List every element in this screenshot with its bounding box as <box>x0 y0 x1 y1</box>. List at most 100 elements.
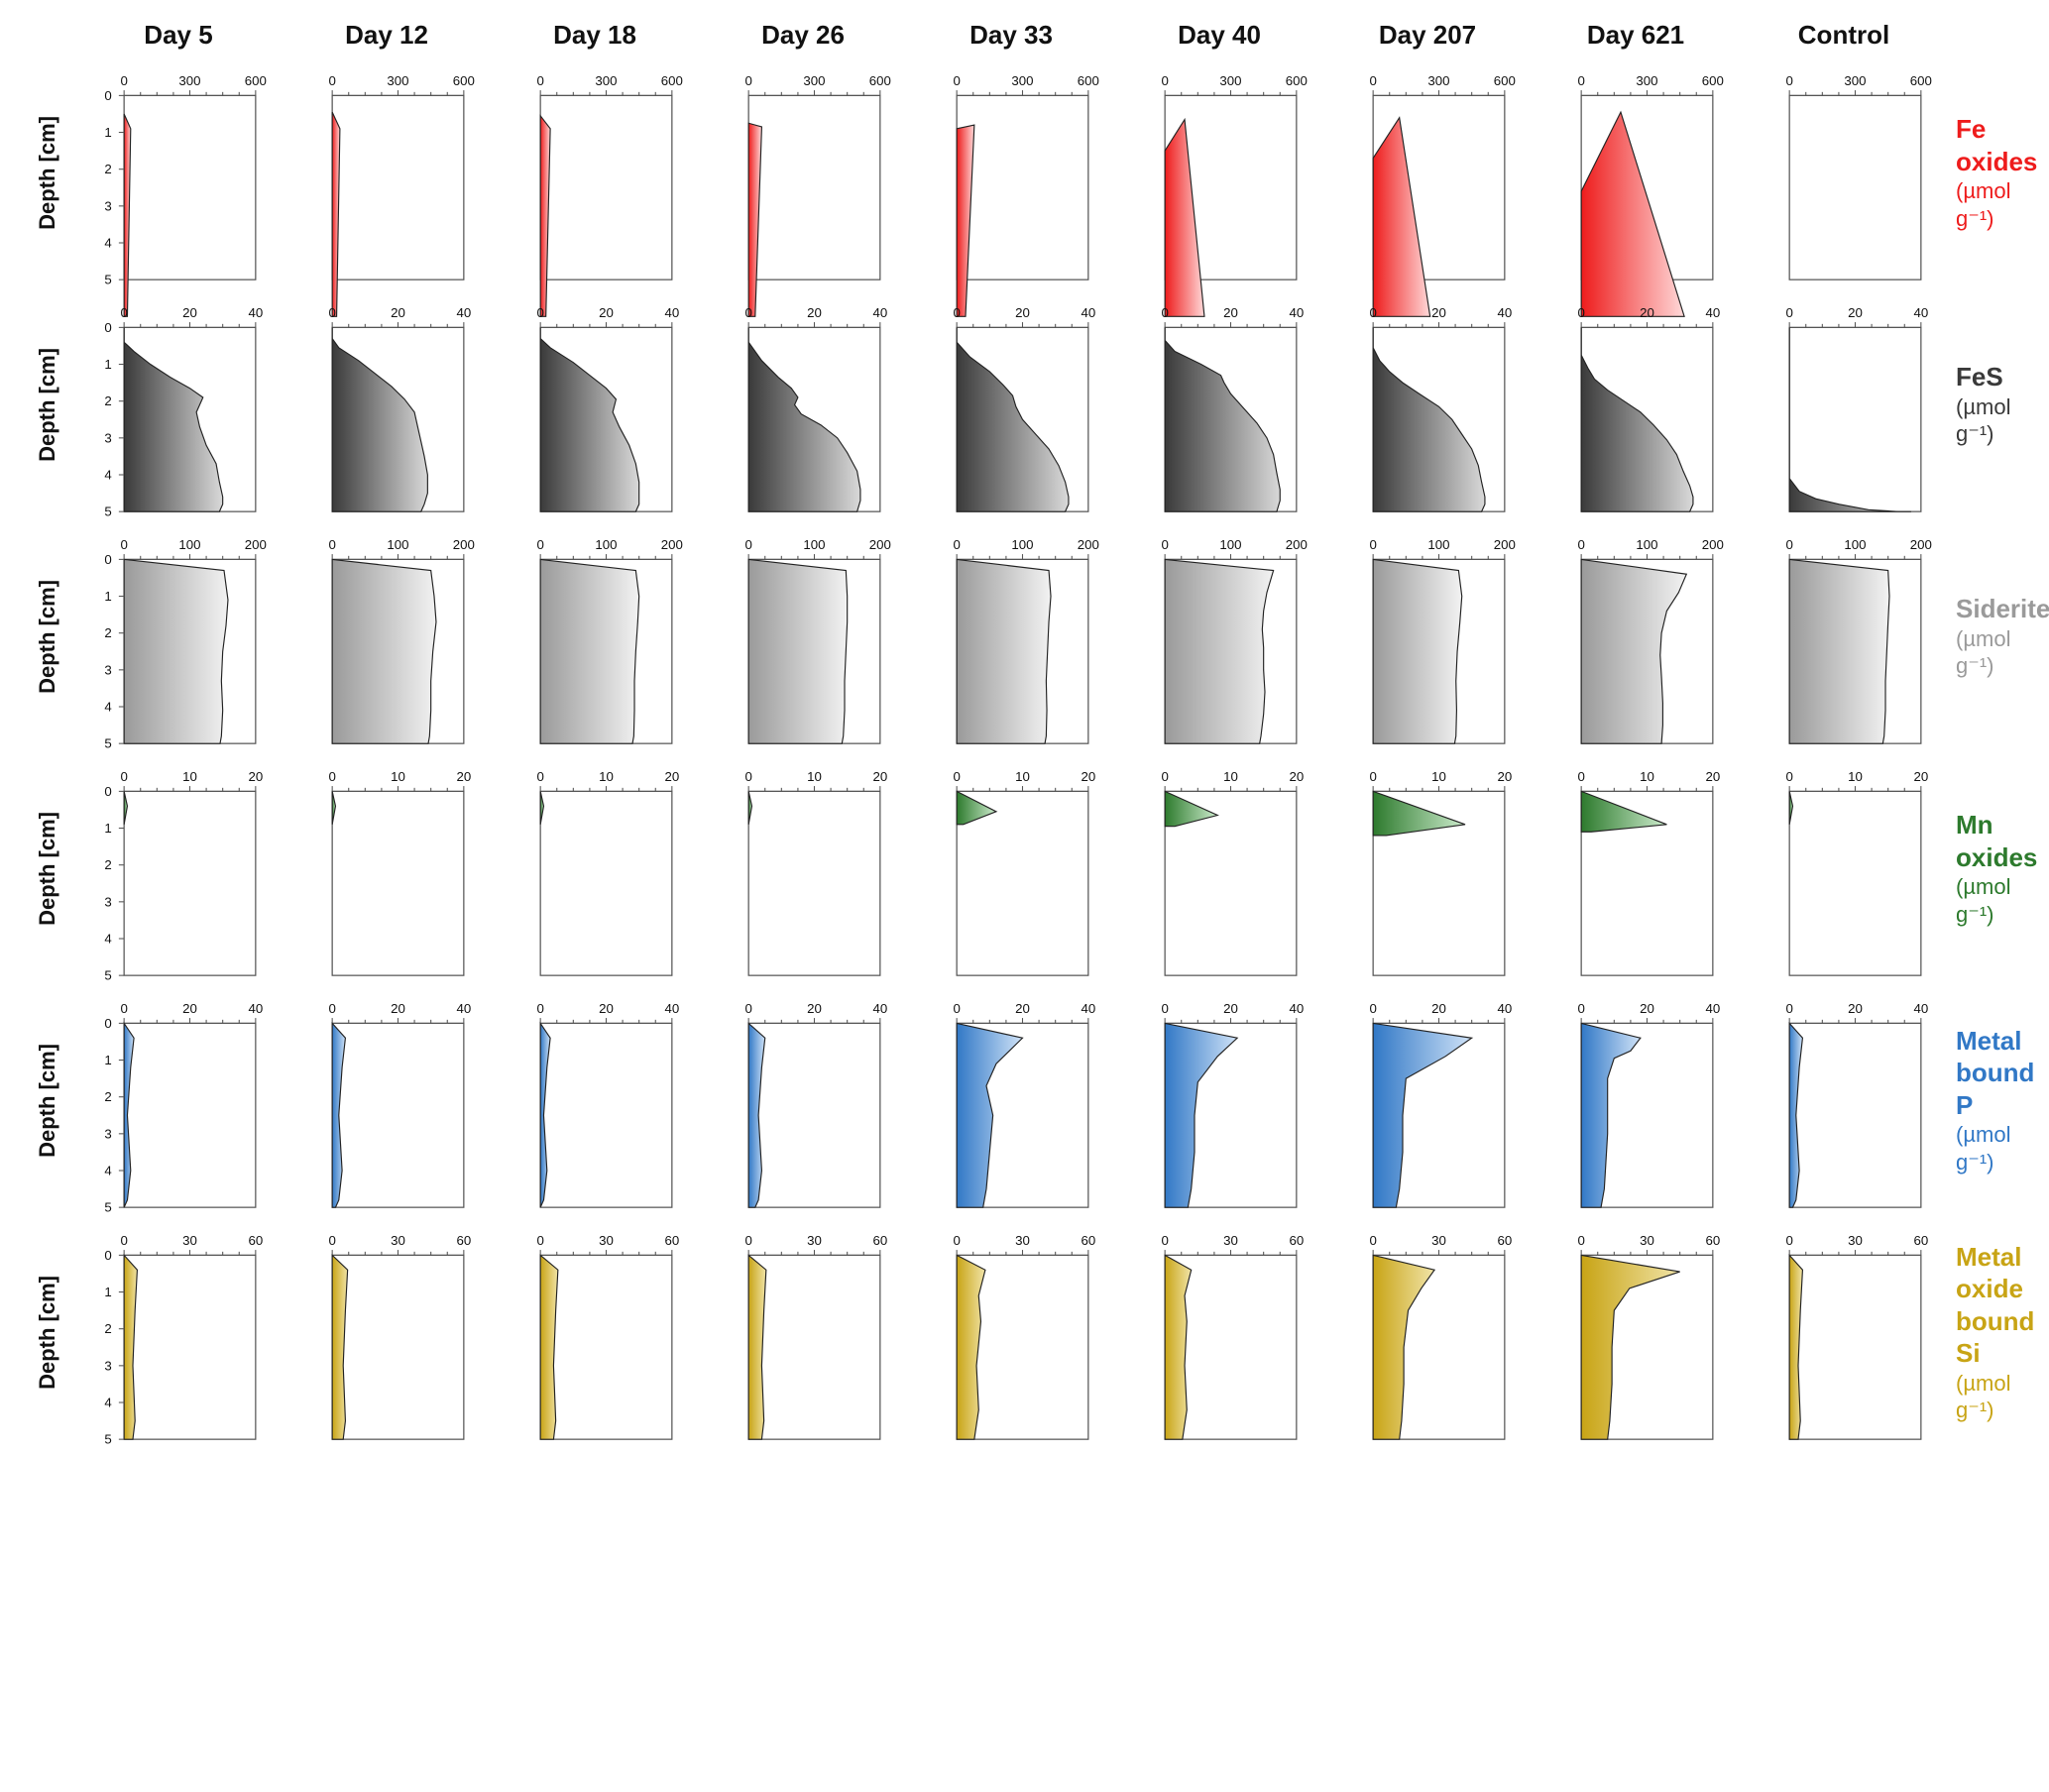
panel-fe-oxides-day-40: 0 300 600 <box>1115 56 1323 288</box>
svg-text:0: 0 <box>1577 537 1584 552</box>
panel-siderite-control: 0 100 200 <box>1740 520 1948 752</box>
svg-text:20: 20 <box>1431 305 1446 320</box>
svg-text:300: 300 <box>387 73 408 88</box>
panel-mn-oxides-day-33: 0 10 20 <box>907 752 1115 984</box>
svg-text:30: 30 <box>1640 1233 1654 1248</box>
svg-text:3: 3 <box>104 1126 111 1141</box>
svg-text:60: 60 <box>1081 1233 1095 1248</box>
panel-fes-day-33: 0 20 40 <box>907 288 1115 520</box>
svg-text:300: 300 <box>1427 73 1449 88</box>
panel-metal-oxide-bound-si-day-33: 0 30 60 <box>907 1216 1115 1448</box>
svg-text:0: 0 <box>104 320 111 335</box>
svg-text:60: 60 <box>664 1233 679 1248</box>
panel-fes-day-18: 0 20 40 <box>491 288 699 520</box>
svg-text:0: 0 <box>104 1016 111 1031</box>
svg-text:0: 0 <box>328 1233 335 1248</box>
svg-text:4: 4 <box>104 931 111 946</box>
panel-fe-oxides-control: 0 300 600 <box>1740 56 1948 288</box>
svg-text:2: 2 <box>104 393 111 408</box>
svg-text:1: 1 <box>104 125 111 140</box>
svg-text:0: 0 <box>120 1001 127 1016</box>
panel-siderite-day-12: 0 100 200 <box>283 520 491 752</box>
svg-text:2: 2 <box>104 1089 111 1104</box>
col-header-4: Day 33 <box>907 20 1115 56</box>
svg-text:600: 600 <box>453 73 475 88</box>
panel-siderite-day-26: 0 100 200 <box>699 520 907 752</box>
panel-siderite-day-33: 0 100 200 <box>907 520 1115 752</box>
svg-text:2: 2 <box>104 857 111 872</box>
svg-text:0: 0 <box>1369 73 1376 88</box>
svg-text:5: 5 <box>104 736 111 751</box>
svg-text:0: 0 <box>1785 537 1792 552</box>
svg-text:40: 40 <box>248 1001 263 1016</box>
svg-text:0: 0 <box>953 305 960 320</box>
svg-text:0: 0 <box>953 1233 960 1248</box>
svg-text:0: 0 <box>1161 769 1168 784</box>
svg-text:30: 30 <box>807 1233 822 1248</box>
svg-text:20: 20 <box>1223 305 1238 320</box>
svg-text:30: 30 <box>182 1233 197 1248</box>
row-label-metal-bound-p: Metal bound P (µmol g⁻¹) <box>1948 984 2034 1216</box>
panel-fe-oxides-day-12: 0 300 600 <box>283 56 491 288</box>
svg-text:0: 0 <box>120 769 127 784</box>
svg-text:40: 40 <box>1497 1001 1512 1016</box>
svg-text:10: 10 <box>182 769 197 784</box>
svg-text:100: 100 <box>1636 537 1657 552</box>
svg-text:200: 200 <box>1702 537 1724 552</box>
svg-text:3: 3 <box>104 198 111 213</box>
svg-text:40: 40 <box>872 305 887 320</box>
svg-text:20: 20 <box>1640 1001 1654 1016</box>
y-axis-label-4: Depth [cm] <box>20 984 74 1216</box>
svg-text:5: 5 <box>104 273 111 287</box>
svg-text:0: 0 <box>536 537 543 552</box>
svg-text:0: 0 <box>536 769 543 784</box>
panel-fe-oxides-day-33: 0 300 600 <box>907 56 1115 288</box>
depth-profile-grid: Day 5 Day 12 Day 18 Day 26 Day 33 Day 40… <box>20 20 2029 1448</box>
svg-text:100: 100 <box>178 537 200 552</box>
svg-text:20: 20 <box>391 1001 405 1016</box>
svg-text:300: 300 <box>1636 73 1657 88</box>
panel-fe-oxides-day-207: 0 300 600 <box>1323 56 1532 288</box>
svg-text:0: 0 <box>1369 537 1376 552</box>
svg-text:200: 200 <box>453 537 475 552</box>
svg-text:4: 4 <box>104 1163 111 1177</box>
svg-text:20: 20 <box>1848 1001 1863 1016</box>
svg-text:0: 0 <box>744 769 751 784</box>
col-header-8: Control <box>1740 20 1948 56</box>
panel-metal-oxide-bound-si-control: 0 30 60 <box>1740 1216 1948 1448</box>
svg-text:10: 10 <box>1848 769 1863 784</box>
panel-fes-control: 0 20 40 <box>1740 288 1948 520</box>
svg-text:1: 1 <box>104 821 111 836</box>
svg-text:200: 200 <box>1078 537 1099 552</box>
svg-text:0: 0 <box>744 537 751 552</box>
svg-text:20: 20 <box>872 769 887 784</box>
row-label-metal-oxide-bound-si: Metal oxide bound Si (µmol g⁻¹) <box>1948 1216 2034 1448</box>
svg-text:20: 20 <box>456 769 471 784</box>
panel-mn-oxides-day-12: 0 10 20 <box>283 752 491 984</box>
svg-text:0: 0 <box>328 537 335 552</box>
svg-text:1: 1 <box>104 1053 111 1067</box>
svg-text:20: 20 <box>1289 769 1304 784</box>
y-axis-label-5: Depth [cm] <box>20 1216 74 1448</box>
svg-text:100: 100 <box>387 537 408 552</box>
svg-text:60: 60 <box>1497 1233 1512 1248</box>
svg-text:4: 4 <box>104 1395 111 1409</box>
svg-text:20: 20 <box>1913 769 1928 784</box>
svg-text:3: 3 <box>104 894 111 909</box>
panel-metal-bound-p-day-26: 0 20 40 <box>699 984 907 1216</box>
svg-text:200: 200 <box>869 537 891 552</box>
svg-text:4: 4 <box>104 235 111 250</box>
svg-text:20: 20 <box>1015 1001 1030 1016</box>
panel-mn-oxides-day-5: 0 10 20 0 1 2 3 4 5 <box>74 752 283 984</box>
panel-mn-oxides-day-207: 0 10 20 <box>1323 752 1532 984</box>
svg-text:100: 100 <box>595 537 617 552</box>
svg-text:1: 1 <box>104 1285 111 1299</box>
col-header-0: Day 5 <box>74 20 283 56</box>
svg-text:20: 20 <box>391 305 405 320</box>
svg-text:0: 0 <box>744 73 751 88</box>
panel-mn-oxides-day-18: 0 10 20 <box>491 752 699 984</box>
y-axis-label-3: Depth [cm] <box>20 752 74 984</box>
svg-text:0: 0 <box>1577 73 1584 88</box>
svg-text:300: 300 <box>1219 73 1241 88</box>
svg-text:0: 0 <box>536 1233 543 1248</box>
